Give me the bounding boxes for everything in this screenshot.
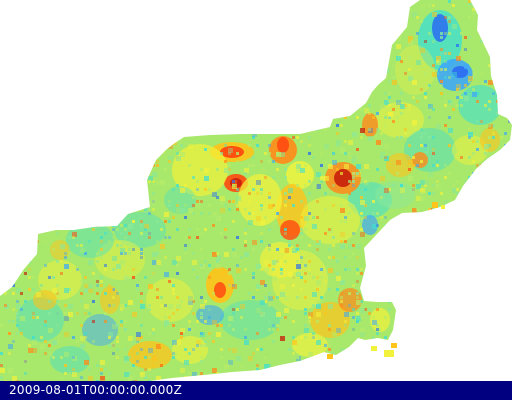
- anomaly-patch: [376, 102, 424, 138]
- anomaly-patch: [370, 308, 390, 332]
- island-pixel: [371, 346, 377, 351]
- anomaly-patch: [362, 215, 378, 235]
- anomaly-patch: [362, 113, 378, 137]
- anomaly-patch: [214, 282, 226, 298]
- anomaly-patch: [50, 346, 90, 374]
- anomaly-patch: [458, 85, 502, 125]
- islands: [327, 202, 445, 359]
- anomaly-patch: [82, 314, 118, 346]
- anomaly-patch: [432, 14, 448, 42]
- anomaly-patch: [395, 45, 435, 95]
- anomaly-patch: [196, 305, 224, 325]
- anomaly-patch: [164, 186, 196, 214]
- island-pixel: [441, 205, 445, 209]
- island-pixel: [391, 343, 397, 348]
- anomaly-patch: [114, 212, 166, 248]
- timestamp-bar: 2009-08-01T00:00:00.000Z: [0, 381, 512, 400]
- raster-map: [0, 0, 512, 381]
- anomaly-patch: [480, 128, 500, 152]
- timestamp-label: 2009-08-01T00:00:00.000Z: [9, 383, 183, 397]
- anomaly-patch: [277, 137, 289, 153]
- anomaly-patch: [280, 220, 300, 240]
- island-pixel: [327, 354, 333, 359]
- anomaly-patch: [146, 278, 194, 322]
- anomaly-patch: [375, 181, 415, 209]
- anomaly-patch: [238, 174, 282, 226]
- anomaly-patch: [310, 302, 350, 338]
- island-pixel: [432, 202, 438, 208]
- island-pixel: [384, 350, 394, 357]
- anomaly-patch: [334, 169, 352, 187]
